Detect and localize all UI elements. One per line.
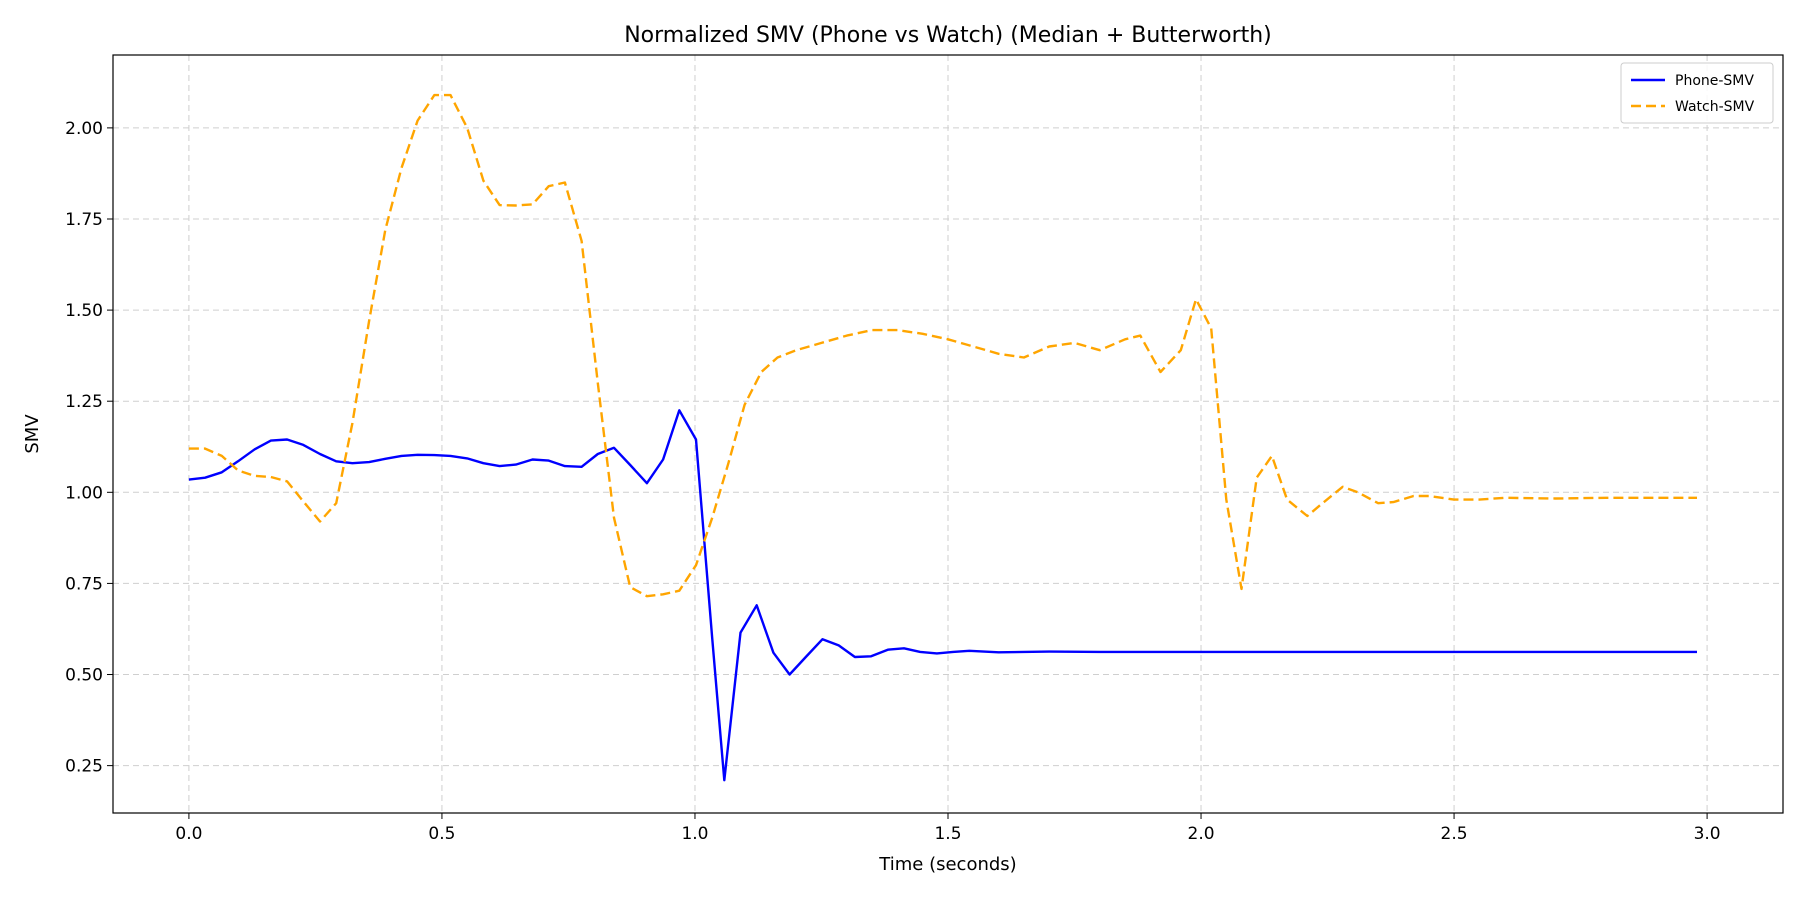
grid: [113, 55, 1783, 813]
legend-label: Phone-SMV: [1675, 73, 1754, 89]
x-tick-label: 0.5: [428, 824, 455, 844]
series-layer: [188, 93, 1697, 782]
chart-title: Normalized SMV (Phone vs Watch) (Median …: [624, 23, 1272, 48]
legend-box: [1620, 62, 1774, 124]
legend-label: Watch-SMV: [1675, 99, 1755, 115]
series-line-watch-smv: [188, 93, 1697, 598]
y-tick-label: 0.25: [65, 757, 103, 777]
legend: Phone-SMV Watch-SMV: [1620, 62, 1774, 124]
x-tick-label: 0.0: [175, 824, 202, 844]
ticks: 0.0 0.5 1.0 1.5 2.0 2.5 3.0 0.25 0.50 0.75 1.00 1.2…: [65, 119, 1720, 844]
y-tick-label: 2.00: [65, 119, 103, 139]
y-tick-label: 1.00: [65, 483, 103, 503]
x-tick-label: 3.0: [1694, 824, 1721, 844]
y-tick-label: 1.75: [65, 210, 103, 230]
y-tick-label: 1.25: [65, 392, 103, 412]
series-line-phone-smv: [188, 409, 1697, 782]
x-axis-label: Time (seconds): [878, 854, 1016, 875]
x-tick-label: 1.5: [934, 824, 961, 844]
y-tick-label: 1.50: [65, 301, 103, 321]
y-tick-label: 0.75: [65, 574, 103, 594]
y-axis-label: SMV: [22, 414, 43, 454]
x-tick-label: 2.0: [1188, 824, 1215, 844]
x-tick-label: 1.0: [681, 824, 708, 844]
y-tick-label: 0.50: [65, 666, 103, 686]
x-tick-label: 2.5: [1441, 824, 1468, 844]
